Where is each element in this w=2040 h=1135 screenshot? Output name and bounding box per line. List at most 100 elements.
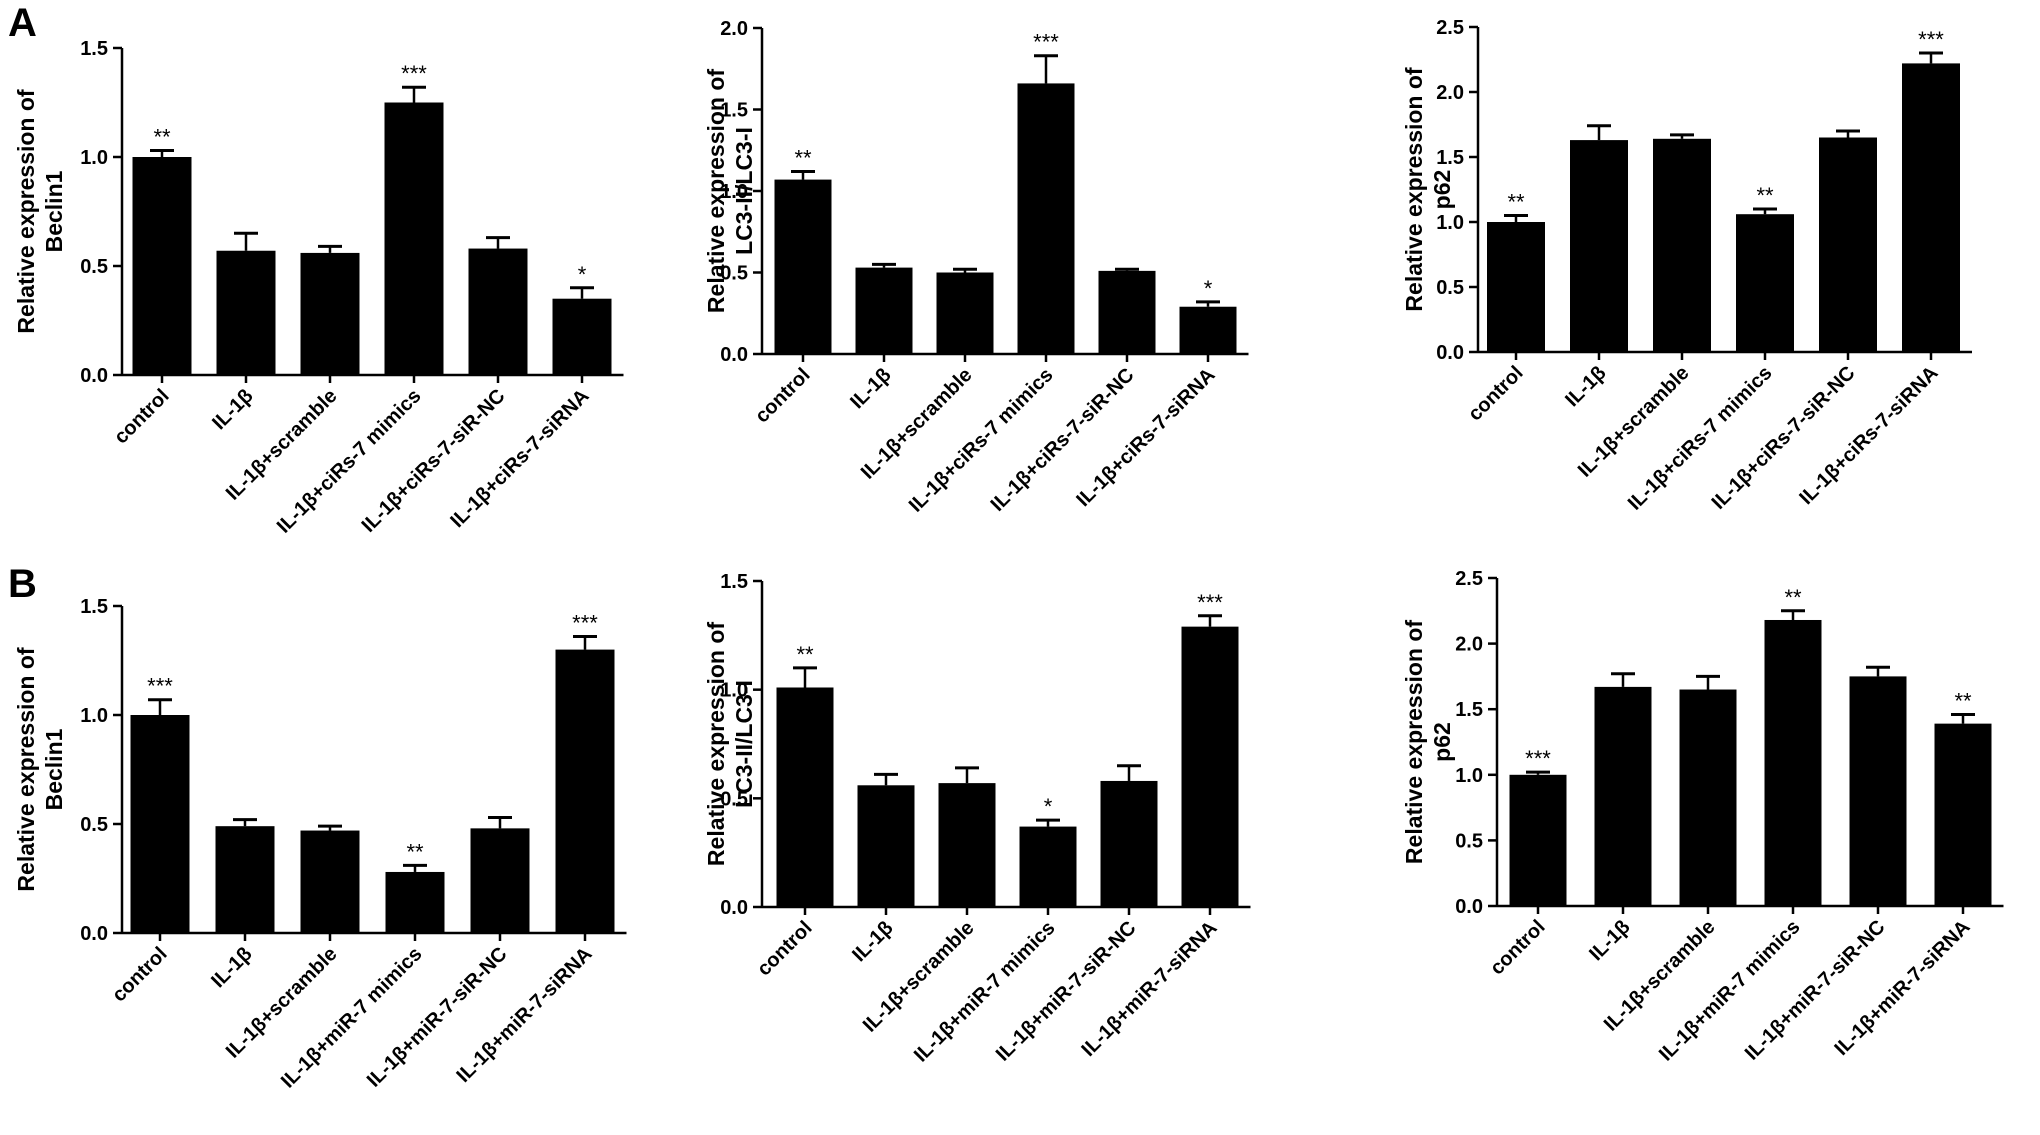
category-label: control bbox=[1464, 362, 1527, 425]
significance-label: *** bbox=[1918, 27, 1944, 52]
category-label: IL-1β bbox=[1561, 362, 1610, 411]
y-axis-label-line2: Beclin1 bbox=[41, 170, 67, 252]
significance-label: ** bbox=[1756, 183, 1774, 208]
category-label: IL-1β+miR-7-siR-NC bbox=[992, 917, 1141, 1066]
chart-5: Relative expression of LC3-II/LC3-I 0.0 0.5… bbox=[703, 571, 1251, 1067]
y-tick-label: 0.0 bbox=[80, 365, 108, 387]
bar bbox=[774, 179, 832, 354]
y-axis-label: Relative expression of bbox=[1401, 620, 1427, 864]
category-label: IL-1β bbox=[846, 364, 895, 413]
y-axis-label-line2: p62 bbox=[1429, 170, 1455, 210]
y-axis-label: Relative expression of bbox=[1401, 67, 1427, 311]
category-label: control bbox=[108, 943, 171, 1006]
bar bbox=[130, 715, 190, 933]
category-label: IL-1β+ciRs-7-siRNA bbox=[446, 385, 593, 532]
bar bbox=[1487, 222, 1545, 352]
panel-letter-b: B bbox=[8, 562, 37, 606]
category-label: IL-1β+miR-7-siR-NC bbox=[363, 943, 512, 1092]
y-axis-label-line2: Beclin1 bbox=[41, 728, 67, 810]
bar bbox=[1509, 774, 1567, 906]
significance-label: *** bbox=[1033, 30, 1059, 55]
significance-label: ** bbox=[153, 124, 171, 149]
y-tick-label: 2.0 bbox=[720, 18, 748, 40]
category-label: control bbox=[753, 917, 816, 980]
bar bbox=[1017, 83, 1075, 355]
bar bbox=[936, 272, 994, 354]
bar bbox=[384, 102, 444, 375]
category-label: IL-1β+miR-7 mimics bbox=[910, 917, 1060, 1067]
y-tick-label: 0.0 bbox=[1436, 342, 1464, 364]
bar bbox=[132, 157, 192, 375]
category-label: IL-1β+ciRs-7-siR-NC bbox=[1708, 362, 1860, 514]
chart-6: Relative expression of p62 0.0 0.5 1.0 1.5 2.0… bbox=[1401, 568, 2004, 1066]
bar bbox=[938, 783, 996, 907]
category-label: control bbox=[1486, 916, 1549, 979]
significance-label: *** bbox=[147, 674, 173, 699]
y-tick-label: 1.5 bbox=[720, 571, 748, 593]
bar bbox=[470, 828, 530, 933]
y-axis-label-line2: LC3-II/LC3-I bbox=[731, 680, 757, 808]
category-label: IL-1β+ciRs-7-siRNA bbox=[1072, 364, 1219, 511]
chart-1: Relative expression of Beclin1 0.0 0.5 1.0 1.… bbox=[13, 38, 624, 538]
category-label: IL-1β+ciRs-7-siRNA bbox=[1795, 362, 1942, 509]
bar bbox=[1100, 780, 1158, 907]
category-label: IL-1β bbox=[208, 385, 257, 434]
category-label: IL-1β+miR-7 mimics bbox=[277, 943, 427, 1093]
y-tick-label: 0.5 bbox=[80, 814, 108, 836]
bar bbox=[1653, 138, 1711, 352]
significance-label: * bbox=[578, 262, 587, 287]
bar bbox=[1098, 270, 1156, 354]
bar bbox=[1679, 689, 1737, 906]
bar bbox=[1849, 676, 1907, 906]
charts-group: Relative expression of Beclin10.00.51.01.… bbox=[13, 17, 2004, 1093]
y-tick-label: 0.0 bbox=[80, 923, 108, 945]
y-tick-label: 1.0 bbox=[720, 680, 748, 702]
y-tick-label: 1.0 bbox=[1455, 765, 1483, 787]
chart-2: Relative expression of LC3-II/LC3-I 0.0 0.5… bbox=[703, 18, 1249, 517]
y-tick-label: 1.5 bbox=[80, 596, 108, 618]
bar bbox=[216, 250, 276, 375]
y-tick-label: 1.0 bbox=[720, 181, 748, 203]
significance-label: * bbox=[1044, 794, 1053, 819]
bar bbox=[1819, 137, 1877, 352]
bar bbox=[1179, 306, 1237, 354]
bar bbox=[385, 871, 445, 933]
y-tick-label: 0.0 bbox=[1455, 896, 1483, 918]
y-axis-label: Relative expression of bbox=[13, 647, 39, 891]
y-axis-label: Relative expression of bbox=[13, 89, 39, 333]
bar bbox=[1570, 140, 1628, 352]
significance-label: *** bbox=[1197, 590, 1223, 615]
bar bbox=[857, 785, 915, 907]
significance-label: *** bbox=[401, 61, 427, 86]
y-tick-label: 1.5 bbox=[1436, 147, 1464, 169]
y-axis-label-line2: p62 bbox=[1429, 722, 1455, 762]
bar bbox=[555, 649, 615, 933]
category-label: IL-1β+miR-7-siRNA bbox=[1078, 917, 1222, 1061]
panel-letter-a: A bbox=[8, 1, 37, 45]
y-tick-label: 0.5 bbox=[720, 788, 748, 810]
y-tick-label: 2.0 bbox=[1436, 82, 1464, 104]
y-tick-label: 1.0 bbox=[1436, 212, 1464, 234]
bar bbox=[1181, 626, 1239, 907]
bar bbox=[1594, 686, 1652, 906]
category-label: control bbox=[751, 364, 814, 427]
category-label: IL-1β+ciRs-7-siR-NC bbox=[987, 364, 1139, 516]
y-tick-label: 0.5 bbox=[1455, 830, 1483, 852]
category-label: IL-1β bbox=[1585, 916, 1634, 965]
significance-label: *** bbox=[572, 611, 598, 636]
category-label: IL-1β+ciRs-7 mimics bbox=[273, 385, 426, 538]
y-tick-label: 0.5 bbox=[80, 256, 108, 278]
y-tick-label: 2.5 bbox=[1455, 568, 1483, 590]
significance-label: *** bbox=[1525, 746, 1551, 771]
y-tick-label: 2.5 bbox=[1436, 17, 1464, 39]
y-tick-label: 0.5 bbox=[1436, 277, 1464, 299]
bar bbox=[215, 826, 275, 933]
significance-label: ** bbox=[796, 642, 814, 667]
significance-label: ** bbox=[406, 839, 424, 864]
bar bbox=[468, 248, 528, 375]
chart-4: Relative expression of Beclin1 0.0 0.5 1.0 1.… bbox=[13, 596, 627, 1093]
y-tick-label: 1.5 bbox=[1455, 699, 1483, 721]
category-label: IL-1β+miR-7-siR-NC bbox=[1741, 916, 1890, 1065]
y-tick-label: 1.5 bbox=[80, 38, 108, 60]
